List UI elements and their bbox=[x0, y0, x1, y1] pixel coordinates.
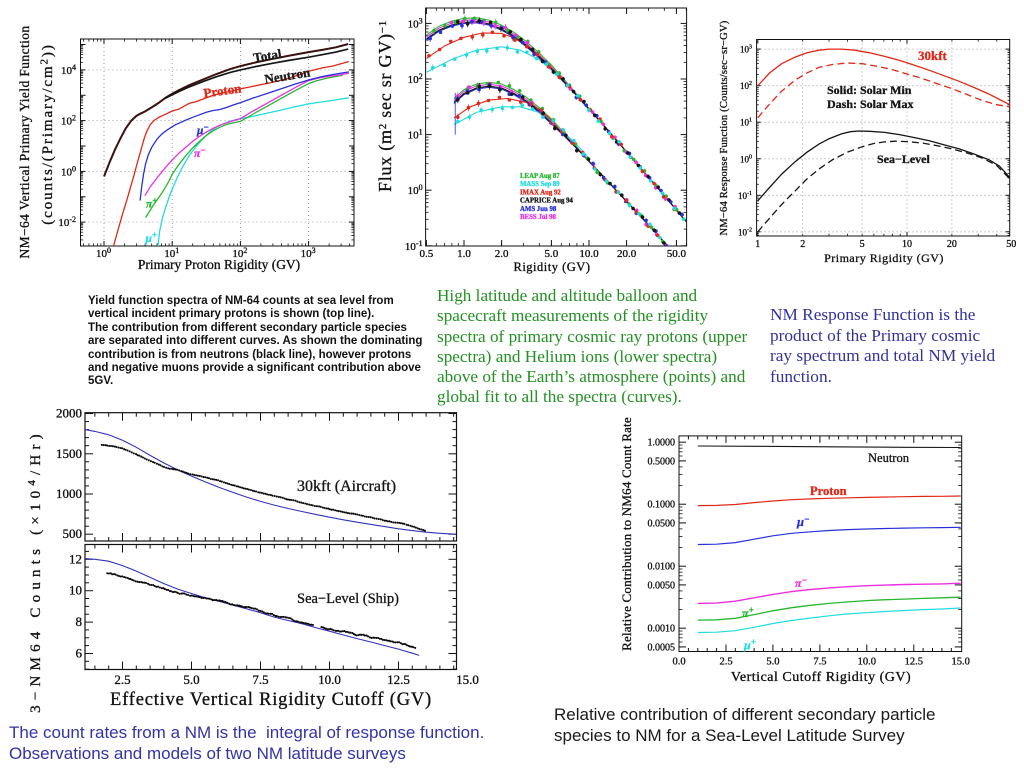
svg-text:π−: π− bbox=[194, 145, 206, 160]
svg-text:MASS Sep 89: MASS Sep 89 bbox=[520, 181, 560, 188]
svg-text:Dash: Solar Max: Dash: Solar Max bbox=[827, 97, 913, 111]
svg-text:CAPRICE Aug 94: CAPRICE Aug 94 bbox=[520, 198, 573, 205]
svg-text:π+: π+ bbox=[146, 196, 157, 211]
svg-text:10.0: 10.0 bbox=[579, 248, 599, 260]
svg-text:104: 104 bbox=[61, 63, 76, 77]
svg-text:Rigidity (GV): Rigidity (GV) bbox=[514, 260, 591, 274]
svg-text:7.5: 7.5 bbox=[813, 657, 826, 668]
svg-text:10-1: 10-1 bbox=[738, 191, 752, 201]
svg-text:μ+: μ+ bbox=[145, 230, 158, 245]
svg-text:30kft (Aircraft): 30kft (Aircraft) bbox=[297, 478, 396, 495]
svg-text:5: 5 bbox=[860, 239, 865, 250]
svg-text:103: 103 bbox=[740, 45, 752, 55]
svg-text:0.0005: 0.0005 bbox=[648, 642, 676, 653]
svg-text:Effective Vertical Rigidity Cu: Effective Vertical Rigidity Cutoff (GV) bbox=[110, 690, 432, 710]
svg-text:101: 101 bbox=[740, 118, 752, 128]
svg-text:102: 102 bbox=[61, 114, 76, 128]
svg-text:100: 100 bbox=[61, 164, 76, 178]
svg-text:2: 2 bbox=[800, 239, 805, 250]
svg-text:5.0: 5.0 bbox=[183, 672, 199, 687]
svg-text:π−: π− bbox=[795, 575, 807, 590]
svg-text:Solid: Solar Min: Solid: Solar Min bbox=[827, 83, 912, 97]
svg-text:0.5: 0.5 bbox=[420, 248, 434, 260]
svg-text:Sea−Level (Ship): Sea−Level (Ship) bbox=[297, 591, 399, 607]
svg-text:Proton: Proton bbox=[810, 484, 847, 498]
svg-text:20.0: 20.0 bbox=[617, 248, 637, 260]
svg-text:10: 10 bbox=[69, 583, 82, 598]
svg-text:500: 500 bbox=[63, 526, 83, 541]
svg-text:AMS Jun 98: AMS Jun 98 bbox=[520, 206, 557, 213]
svg-text:Neutron: Neutron bbox=[868, 451, 910, 465]
svg-text:102: 102 bbox=[740, 81, 752, 91]
svg-text:102: 102 bbox=[408, 72, 423, 86]
svg-text:LEAP Aug 87: LEAP Aug 87 bbox=[520, 173, 560, 180]
svg-text:BESS Jul 98: BESS Jul 98 bbox=[520, 214, 556, 221]
svg-text:50.0: 50.0 bbox=[667, 248, 687, 260]
svg-text:2.5: 2.5 bbox=[114, 672, 130, 687]
svg-text:Neutron: Neutron bbox=[263, 64, 312, 86]
svg-text:μ−: μ− bbox=[796, 514, 809, 529]
svg-text:0.0: 0.0 bbox=[672, 657, 685, 668]
svg-text:NM−64 Response Function (Count: NM−64 Response Function (Counts/sec−sr−G… bbox=[719, 20, 730, 235]
svg-text:20: 20 bbox=[947, 239, 957, 250]
svg-text:100: 100 bbox=[740, 154, 752, 164]
svg-text:12.5: 12.5 bbox=[905, 657, 923, 668]
svg-text:3−NM64 Counts (×104/Hr): 3−NM64 Counts (×104/Hr) bbox=[26, 429, 44, 713]
svg-text:NM−64 Vertical Primary Yield F: NM−64 Vertical Primary Yield Function bbox=[17, 25, 32, 258]
svg-text:103: 103 bbox=[408, 16, 423, 30]
svg-text:30kft: 30kft bbox=[918, 48, 948, 63]
svg-text:103: 103 bbox=[301, 246, 316, 260]
svg-text:10.0: 10.0 bbox=[858, 657, 876, 668]
svg-text:2.0: 2.0 bbox=[495, 248, 509, 260]
svg-text:0.1000: 0.1000 bbox=[648, 500, 676, 511]
svg-text:π+: π+ bbox=[742, 605, 754, 620]
svg-text:100: 100 bbox=[96, 246, 111, 260]
svg-text:8: 8 bbox=[76, 614, 83, 629]
svg-text:12.5: 12.5 bbox=[387, 672, 410, 687]
svg-text:2.5: 2.5 bbox=[719, 657, 732, 668]
svg-text:15.0: 15.0 bbox=[456, 672, 479, 687]
svg-text:7.5: 7.5 bbox=[252, 672, 268, 687]
svg-text:(counts/(Primary/cm2)): (counts/(Primary/cm2)) bbox=[39, 43, 57, 224]
svg-text:6: 6 bbox=[76, 646, 83, 661]
svg-text:101: 101 bbox=[408, 128, 423, 142]
svg-text:Sea−Level: Sea−Level bbox=[877, 152, 930, 166]
svg-text:1000: 1000 bbox=[56, 486, 82, 501]
svg-text:10-2: 10-2 bbox=[58, 215, 76, 229]
svg-text:Primary Proton Rigidity (GV): Primary Proton Rigidity (GV) bbox=[138, 257, 300, 272]
svg-text:Vertical Cutoff Rigidity (GV): Vertical Cutoff Rigidity (GV) bbox=[731, 670, 911, 685]
svg-text:0.0500: 0.0500 bbox=[648, 518, 676, 529]
svg-text:5.0: 5.0 bbox=[545, 248, 559, 260]
svg-text:10.0: 10.0 bbox=[318, 672, 341, 687]
svg-text:2000: 2000 bbox=[56, 406, 82, 421]
svg-text:1.0: 1.0 bbox=[457, 248, 471, 260]
svg-text:Primary Rigidity (GV): Primary Rigidity (GV) bbox=[824, 251, 944, 265]
svg-text:1.0000: 1.0000 bbox=[648, 438, 676, 449]
svg-text:50: 50 bbox=[1006, 239, 1016, 250]
svg-text:100: 100 bbox=[408, 183, 423, 197]
svg-text:5.0: 5.0 bbox=[766, 657, 779, 668]
svg-text:Total: Total bbox=[252, 46, 283, 65]
svg-text:10: 10 bbox=[902, 239, 912, 250]
svg-text:1: 1 bbox=[755, 239, 760, 250]
svg-text:0.5000: 0.5000 bbox=[648, 456, 676, 467]
svg-text:IMAX Aug 92: IMAX Aug 92 bbox=[520, 189, 561, 196]
svg-text:0.0010: 0.0010 bbox=[648, 624, 676, 635]
svg-text:0.0100: 0.0100 bbox=[648, 562, 676, 573]
svg-text:Flux (m2 sec sr GV)−1: Flux (m2 sec sr GV)−1 bbox=[375, 20, 396, 192]
svg-text:12: 12 bbox=[69, 551, 82, 566]
svg-text:1500: 1500 bbox=[56, 446, 82, 461]
svg-text:Relative Contribution to NM64: Relative Contribution to NM64 Count Rate bbox=[619, 417, 634, 651]
svg-text:0.0050: 0.0050 bbox=[648, 580, 676, 591]
svg-text:15.0: 15.0 bbox=[952, 657, 970, 668]
svg-text:10-2: 10-2 bbox=[738, 227, 752, 237]
svg-text:Proton: Proton bbox=[202, 80, 243, 100]
